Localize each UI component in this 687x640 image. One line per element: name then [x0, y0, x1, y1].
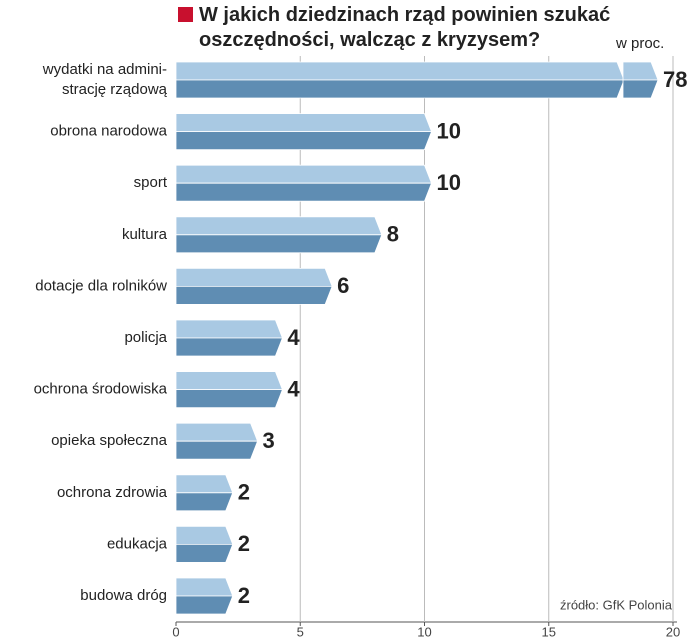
- category-label: edukacja: [107, 535, 168, 552]
- category-label: budowa dróg: [80, 587, 167, 604]
- value-label: 10: [437, 118, 461, 143]
- bar-bottom: [175, 337, 283, 357]
- bar-bottom: [175, 389, 283, 409]
- bar: [175, 267, 333, 305]
- bar-top: [175, 526, 234, 545]
- bar: [175, 164, 433, 202]
- bar-bottom: [175, 595, 234, 615]
- value-label: 2: [238, 583, 250, 608]
- x-tick-label: 15: [542, 624, 556, 639]
- source: źródło: GfK Polonia: [560, 597, 673, 612]
- value-label: 2: [238, 480, 250, 505]
- value-label: 2: [238, 531, 250, 556]
- category-label: ochrona środowiska: [34, 381, 168, 398]
- value-label: 6: [337, 273, 349, 298]
- bar-top: [175, 113, 433, 133]
- bar: [175, 216, 383, 254]
- value-label: 3: [263, 428, 275, 453]
- bar-bottom: [175, 544, 234, 563]
- bar-top: [175, 216, 383, 236]
- bar-bottom: [175, 492, 234, 512]
- x-tick-label: 20: [666, 624, 680, 639]
- bar: [175, 577, 234, 615]
- unit-label: w proc.: [615, 35, 664, 52]
- bar: [175, 61, 659, 99]
- value-label: 10: [437, 170, 461, 195]
- value-label: 78: [663, 67, 687, 92]
- category-label: kultura: [122, 226, 168, 243]
- bar-top: [175, 267, 333, 287]
- x-tick-label: 0: [172, 624, 179, 639]
- category-label: sport: [134, 174, 168, 191]
- bar-bottom: [175, 79, 625, 99]
- x-tick-label: 5: [297, 624, 304, 639]
- bar-bottom: [622, 79, 659, 99]
- bar: [175, 422, 259, 460]
- bar-bottom: [175, 440, 259, 460]
- category-label: policja: [124, 329, 167, 346]
- bar-top: [622, 61, 659, 81]
- category-label: ochrona zdrowia: [57, 484, 168, 501]
- bar-top: [175, 474, 234, 494]
- bar-bottom: [175, 234, 383, 254]
- value-label: 4: [287, 376, 300, 401]
- bar: [175, 474, 234, 512]
- category-label: obrona narodowa: [50, 123, 167, 140]
- value-label: 4: [287, 325, 300, 350]
- bar-top: [175, 319, 283, 339]
- bar: [175, 371, 283, 409]
- x-tick-label: 10: [417, 624, 431, 639]
- chart-title: W jakich dziedzinach rząd powinien szuka…: [199, 4, 610, 51]
- bar-bottom: [175, 285, 333, 305]
- bar-bottom: [175, 131, 433, 151]
- title-marker: [178, 7, 193, 22]
- bar: [175, 526, 234, 563]
- bar-top: [175, 164, 433, 184]
- bar-top: [175, 371, 283, 391]
- bar-top: [175, 422, 259, 442]
- bar-top: [175, 577, 234, 597]
- value-label: 8: [387, 222, 399, 247]
- bar: [175, 113, 433, 151]
- bar-bottom: [175, 182, 433, 202]
- category-label: opieka społeczna: [51, 432, 168, 449]
- bar-top: [175, 61, 625, 81]
- category-label: wydatki na admini-strację rządową: [42, 61, 168, 98]
- bar: [175, 319, 283, 357]
- category-label: dotacje dla rolników: [35, 277, 167, 294]
